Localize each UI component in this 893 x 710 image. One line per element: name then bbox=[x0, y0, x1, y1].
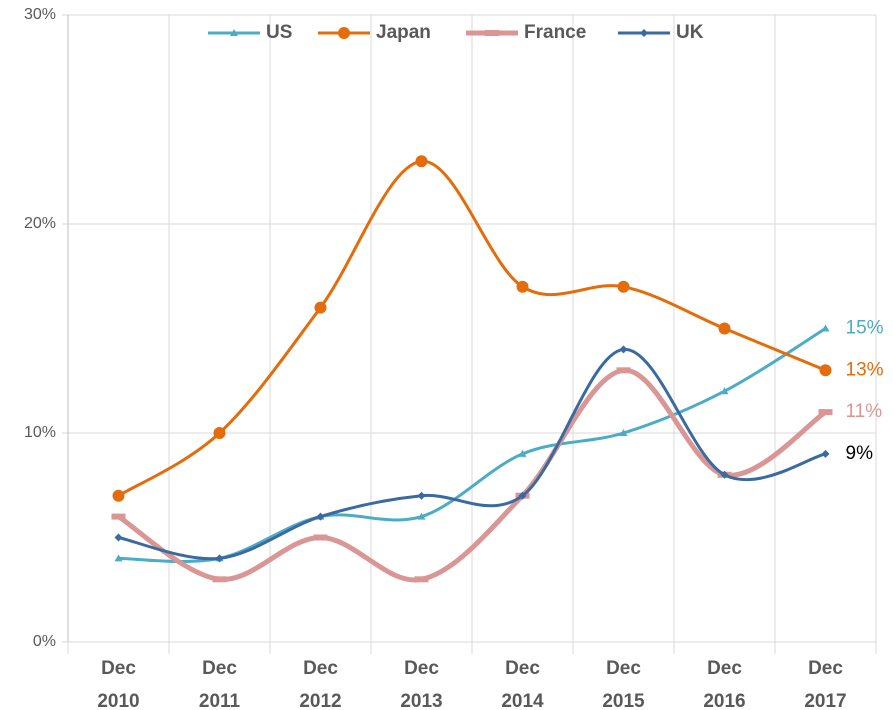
x-tick-label: Dec 2012 bbox=[299, 658, 342, 710]
x-tick-label: Dec 2016 bbox=[703, 658, 746, 710]
data-point bbox=[314, 301, 327, 314]
data-point bbox=[720, 470, 729, 479]
data-point bbox=[619, 429, 628, 436]
data-point bbox=[518, 449, 527, 457]
data-point bbox=[114, 533, 123, 542]
data-point bbox=[619, 345, 628, 354]
data-point bbox=[212, 576, 227, 583]
data-point bbox=[213, 427, 226, 439]
x-tick-label: Dec 2011 bbox=[198, 658, 241, 710]
data-point bbox=[111, 513, 126, 520]
y-tick-label: 20% bbox=[24, 215, 56, 232]
series-line bbox=[117, 159, 827, 497]
y-tick-label: 10% bbox=[24, 424, 56, 441]
data-point bbox=[821, 324, 830, 332]
data-point bbox=[720, 387, 729, 395]
legend-marker bbox=[485, 30, 499, 36]
data-point bbox=[718, 322, 731, 335]
series-line bbox=[117, 367, 827, 583]
data-label: 11% bbox=[846, 401, 883, 422]
data-point bbox=[617, 280, 630, 293]
legend-label: France bbox=[524, 22, 586, 43]
data-point bbox=[821, 449, 830, 458]
data-point bbox=[417, 512, 426, 520]
x-tick-label: Dec 2010 bbox=[97, 658, 140, 710]
data-point bbox=[112, 489, 125, 502]
data-point bbox=[415, 155, 428, 168]
data-point bbox=[414, 576, 429, 583]
data-point bbox=[114, 554, 123, 562]
x-tick-label: Dec 2017 bbox=[804, 658, 847, 710]
x-tick-label: Dec 2013 bbox=[400, 658, 443, 710]
data-label: 9% bbox=[846, 443, 874, 464]
data-label: 13% bbox=[846, 359, 884, 380]
data-point bbox=[516, 280, 529, 293]
data-point bbox=[215, 554, 224, 563]
data-point bbox=[417, 491, 426, 500]
y-tick-label: 30% bbox=[24, 6, 56, 23]
legend-label: UK bbox=[676, 22, 704, 43]
legend-marker bbox=[640, 29, 648, 37]
data-point bbox=[819, 364, 832, 377]
data-point bbox=[616, 367, 631, 374]
legend-label: US bbox=[266, 22, 292, 43]
x-tick-label: Dec 2015 bbox=[602, 658, 645, 710]
data-point bbox=[313, 534, 328, 541]
data-point bbox=[316, 512, 325, 521]
data-point bbox=[518, 491, 527, 500]
x-tick-label: Dec 2014 bbox=[501, 658, 544, 710]
legend-label: Japan bbox=[376, 22, 431, 43]
y-tick-label: 0% bbox=[33, 633, 56, 650]
legend-marker bbox=[338, 27, 350, 39]
data-label: 15% bbox=[846, 318, 884, 339]
series-line bbox=[118, 347, 826, 561]
data-point bbox=[818, 409, 833, 416]
legend-marker bbox=[230, 29, 238, 36]
